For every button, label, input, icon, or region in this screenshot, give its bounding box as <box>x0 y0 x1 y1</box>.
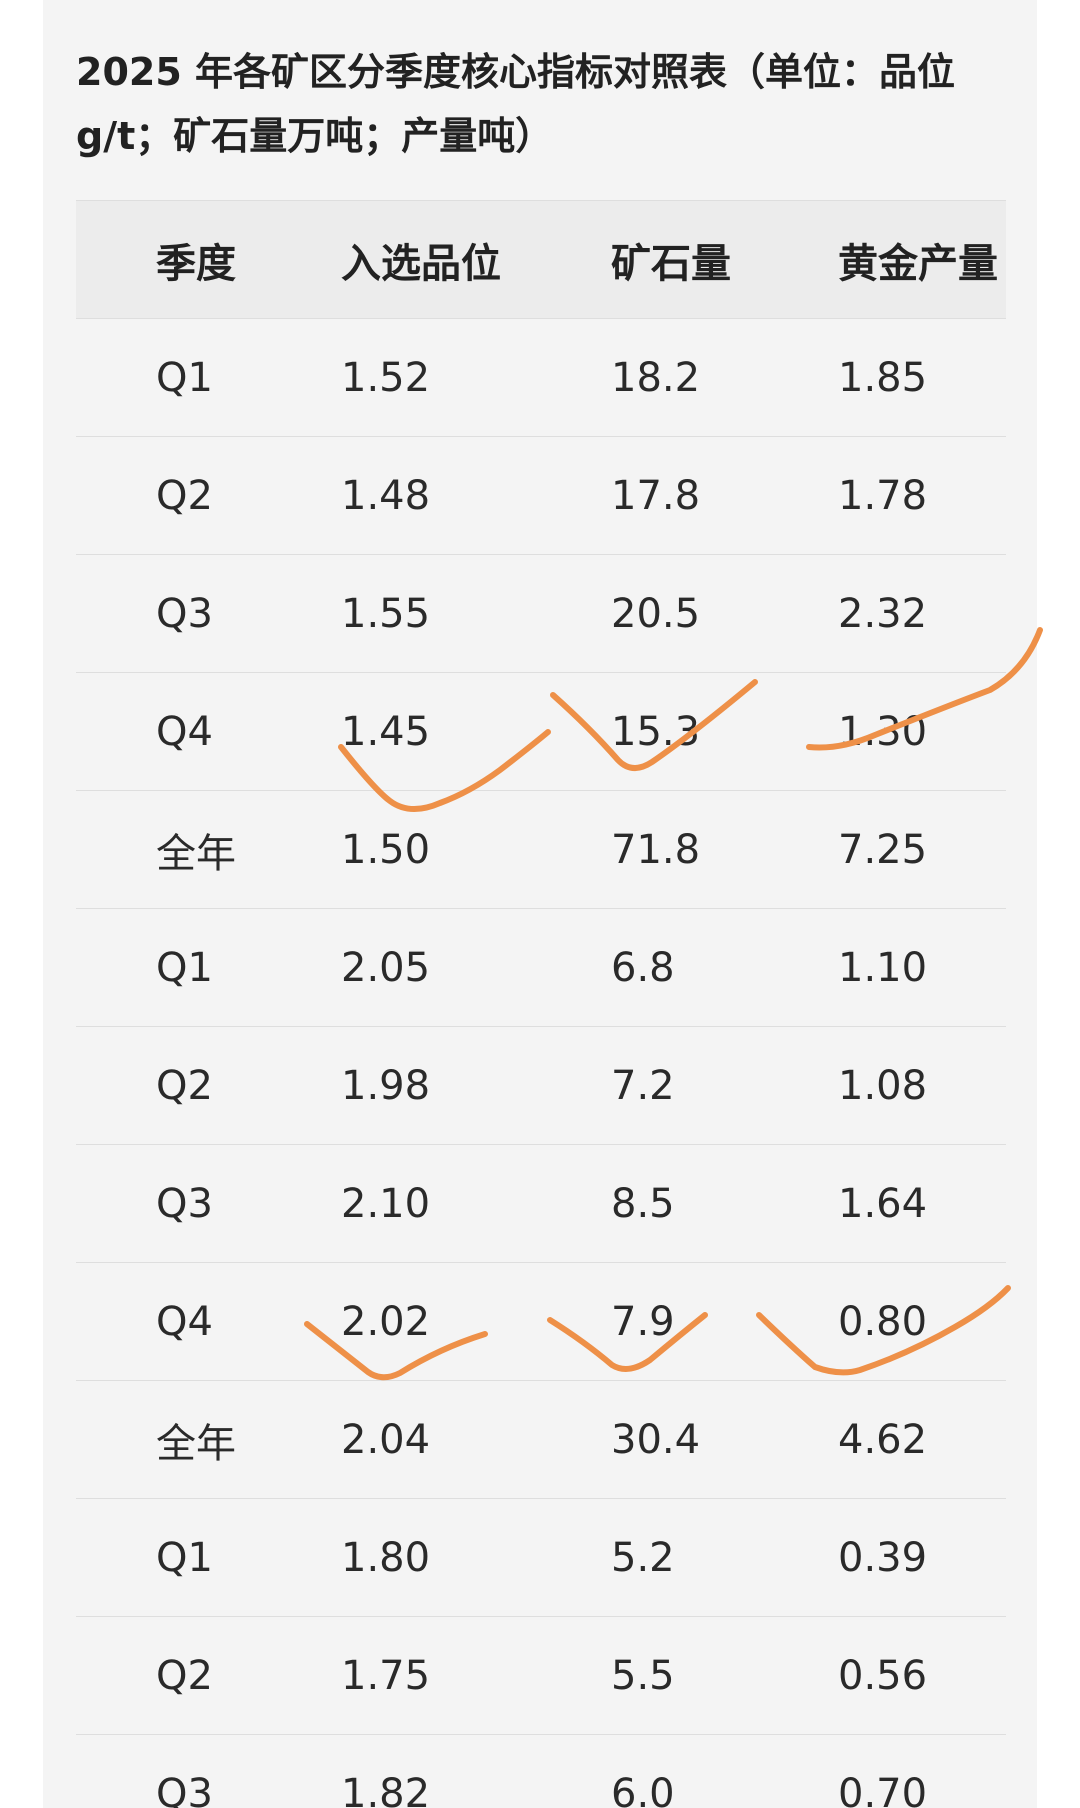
cell-ore-volume: 18.2 <box>611 318 838 437</box>
cell-gold-output: 1.78 <box>838 436 1006 555</box>
cell-quarter: 全年 <box>156 1380 341 1499</box>
cell-quarter: Q3 <box>156 1734 341 1808</box>
row-spacer <box>76 1498 156 1617</box>
header-spacer <box>76 200 156 319</box>
cell-grade: 1.80 <box>341 1498 611 1617</box>
cell-ore-volume: 15.3 <box>611 672 838 791</box>
cell-ore-volume: 6.8 <box>611 908 838 1027</box>
table-row: Q3 1.82 6.0 0.70 <box>76 1734 1006 1808</box>
table-row: Q4 1.45 15.3 1.30 <box>76 672 1006 791</box>
cell-gold-output: 1.30 <box>838 672 1006 791</box>
table-row: Q2 1.75 5.5 0.56 <box>76 1616 1006 1735</box>
cell-quarter: Q1 <box>156 318 341 437</box>
cell-grade: 1.75 <box>341 1616 611 1735</box>
table-title: 2025 年各矿区分季度核心指标对照表（单位：品位 g/t；矿石量万吨；产量吨） <box>76 50 955 158</box>
row-spacer <box>76 1734 156 1808</box>
table-row: Q1 2.05 6.8 1.10 <box>76 908 1006 1027</box>
row-spacer <box>76 1380 156 1499</box>
cell-grade: 1.50 <box>341 790 611 909</box>
cell-gold-output: 1.85 <box>838 318 1006 437</box>
row-spacer <box>76 1616 156 1735</box>
table-row: Q2 1.48 17.8 1.78 <box>76 436 1006 555</box>
row-spacer <box>76 1144 156 1263</box>
cell-gold-output: 0.70 <box>838 1734 1006 1808</box>
cell-ore-volume: 8.5 <box>611 1144 838 1263</box>
cell-ore-volume: 7.2 <box>611 1026 838 1145</box>
table-card: 2025 年各矿区分季度核心指标对照表（单位：品位 g/t；矿石量万吨；产量吨）… <box>43 0 1037 1808</box>
cell-quarter: Q2 <box>156 1616 341 1735</box>
cell-grade: 2.04 <box>341 1380 611 1499</box>
cell-quarter: Q2 <box>156 1026 341 1145</box>
row-spacer <box>76 318 156 437</box>
cell-ore-volume: 71.8 <box>611 790 838 909</box>
cell-ore-volume: 7.9 <box>611 1262 838 1381</box>
cell-quarter: Q1 <box>156 1498 341 1617</box>
cell-ore-volume: 5.5 <box>611 1616 838 1735</box>
cell-quarter: Q3 <box>156 554 341 673</box>
cell-ore-volume: 30.4 <box>611 1380 838 1499</box>
cell-ore-volume: 6.0 <box>611 1734 838 1808</box>
cell-gold-output: 1.64 <box>838 1144 1006 1263</box>
table-header-row: 季度 入选品位 矿石量 黄金产量 <box>76 200 1006 319</box>
header-gold-output: 黄金产量 <box>838 200 1006 319</box>
row-spacer <box>76 1262 156 1381</box>
cell-grade: 1.98 <box>341 1026 611 1145</box>
cell-grade: 1.82 <box>341 1734 611 1808</box>
cell-quarter: Q1 <box>156 908 341 1027</box>
cell-grade: 1.55 <box>341 554 611 673</box>
table-row: 全年 1.50 71.8 7.25 <box>76 790 1006 909</box>
row-spacer <box>76 436 156 555</box>
cell-gold-output: 4.62 <box>838 1380 1006 1499</box>
indicator-table: 季度 入选品位 矿石量 黄金产量 Q1 1.52 18.2 1.85 Q2 1.48 17.… <box>76 200 1006 1808</box>
cell-grade: 1.45 <box>341 672 611 791</box>
row-spacer <box>76 672 156 791</box>
table-body: Q1 1.52 18.2 1.85 Q2 1.48 17.8 1.78 Q3 1.55 20.5 2.… <box>76 318 1006 1808</box>
cell-quarter: 全年 <box>156 790 341 909</box>
table-row: Q4 2.02 7.9 0.80 <box>76 1262 1006 1381</box>
cell-ore-volume: 5.2 <box>611 1498 838 1617</box>
cell-quarter: Q4 <box>156 1262 341 1381</box>
cell-gold-output: 7.25 <box>838 790 1006 909</box>
cell-grade: 1.48 <box>341 436 611 555</box>
table-row: Q3 2.10 8.5 1.64 <box>76 1144 1006 1263</box>
cell-grade: 2.02 <box>341 1262 611 1381</box>
cell-gold-output: 0.56 <box>838 1616 1006 1735</box>
table-row: Q3 1.55 20.5 2.32 <box>76 554 1006 673</box>
cell-gold-output: 2.32 <box>838 554 1006 673</box>
cell-ore-volume: 20.5 <box>611 554 838 673</box>
cell-gold-output: 0.39 <box>838 1498 1006 1617</box>
header-ore-volume: 矿石量 <box>611 200 838 319</box>
table-row: 全年 2.04 30.4 4.62 <box>76 1380 1006 1499</box>
cell-quarter: Q4 <box>156 672 341 791</box>
cell-gold-output: 0.80 <box>838 1262 1006 1381</box>
row-spacer <box>76 1026 156 1145</box>
cell-ore-volume: 17.8 <box>611 436 838 555</box>
row-spacer <box>76 554 156 673</box>
row-spacer <box>76 790 156 909</box>
table-row: Q2 1.98 7.2 1.08 <box>76 1026 1006 1145</box>
cell-quarter: Q3 <box>156 1144 341 1263</box>
cell-grade: 2.05 <box>341 908 611 1027</box>
cell-quarter: Q2 <box>156 436 341 555</box>
table-row: Q1 1.52 18.2 1.85 <box>76 318 1006 437</box>
table-row: Q1 1.80 5.2 0.39 <box>76 1498 1006 1617</box>
cell-grade: 1.52 <box>341 318 611 437</box>
cell-gold-output: 1.08 <box>838 1026 1006 1145</box>
row-spacer <box>76 908 156 1027</box>
header-grade: 入选品位 <box>341 200 611 319</box>
cell-grade: 2.10 <box>341 1144 611 1263</box>
cell-gold-output: 1.10 <box>838 908 1006 1027</box>
header-quarter: 季度 <box>156 200 341 319</box>
